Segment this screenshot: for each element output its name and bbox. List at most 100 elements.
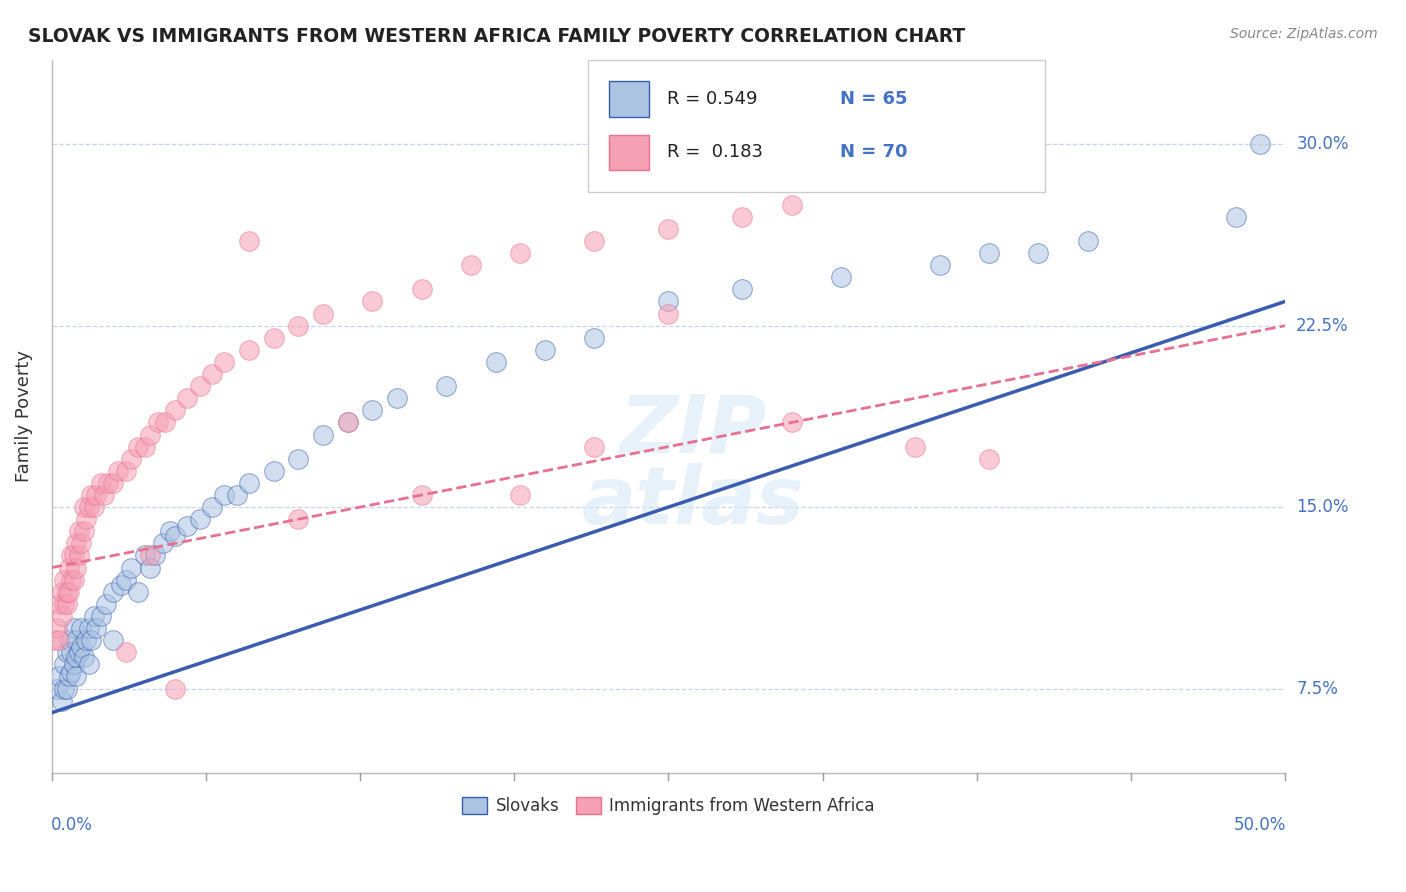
- Point: [48, 597, 70, 611]
- Point: [928, 258, 950, 272]
- FancyBboxPatch shape: [609, 135, 648, 170]
- Text: SLOVAK VS IMMIGRANTS FROM WESTERN AFRICA FAMILY POVERTY CORRELATION CHART: SLOVAK VS IMMIGRANTS FROM WESTERN AFRICA…: [28, 27, 966, 45]
- Point: [134, 549, 156, 563]
- Point: [63, 549, 86, 563]
- Point: [58, 633, 80, 648]
- Point: [830, 270, 852, 285]
- Point: [146, 416, 169, 430]
- Point: [63, 573, 86, 587]
- Point: [97, 475, 120, 490]
- Point: [70, 640, 93, 655]
- Point: [165, 529, 187, 543]
- Point: [80, 633, 103, 648]
- Point: [225, 488, 247, 502]
- Point: [139, 560, 162, 574]
- Point: [94, 597, 117, 611]
- Point: [77, 621, 100, 635]
- Text: 7.5%: 7.5%: [1296, 680, 1339, 698]
- Point: [75, 512, 97, 526]
- Text: R =  0.183: R = 0.183: [668, 144, 763, 161]
- Point: [460, 258, 482, 272]
- Point: [51, 584, 73, 599]
- Text: N = 65: N = 65: [839, 90, 907, 108]
- Point: [114, 573, 136, 587]
- Point: [120, 560, 142, 574]
- FancyBboxPatch shape: [609, 81, 648, 117]
- Point: [55, 597, 77, 611]
- Point: [60, 573, 83, 587]
- Point: [67, 645, 90, 659]
- Point: [436, 379, 458, 393]
- Point: [67, 524, 90, 539]
- Point: [53, 573, 76, 587]
- Point: [77, 657, 100, 672]
- Legend: Slovaks, Immigrants from Western Africa: Slovaks, Immigrants from Western Africa: [456, 790, 882, 822]
- Point: [75, 633, 97, 648]
- Point: [60, 665, 83, 679]
- Point: [65, 650, 87, 665]
- Point: [58, 669, 80, 683]
- Point: [45, 621, 67, 635]
- FancyBboxPatch shape: [588, 60, 1045, 192]
- Point: [44, 633, 66, 648]
- Point: [63, 657, 86, 672]
- Point: [107, 464, 129, 478]
- Point: [188, 379, 211, 393]
- Point: [583, 440, 606, 454]
- Point: [53, 681, 76, 696]
- Point: [201, 367, 224, 381]
- Text: 22.5%: 22.5%: [1296, 317, 1348, 334]
- Point: [143, 549, 166, 563]
- Text: atlas: atlas: [582, 463, 804, 541]
- Point: [67, 549, 90, 563]
- Point: [65, 669, 87, 683]
- Point: [55, 584, 77, 599]
- Text: 0.0%: 0.0%: [51, 816, 93, 834]
- Point: [1077, 234, 1099, 248]
- Point: [214, 355, 236, 369]
- Point: [73, 500, 96, 515]
- Point: [70, 621, 93, 635]
- Point: [139, 549, 162, 563]
- Point: [361, 294, 384, 309]
- Point: [1249, 137, 1271, 152]
- Point: [165, 681, 187, 696]
- Point: [411, 282, 433, 296]
- Point: [114, 464, 136, 478]
- Point: [165, 403, 187, 417]
- Point: [287, 512, 309, 526]
- Point: [48, 669, 70, 683]
- Point: [77, 500, 100, 515]
- Point: [312, 427, 335, 442]
- Point: [53, 597, 76, 611]
- Point: [188, 512, 211, 526]
- Point: [731, 210, 754, 224]
- Point: [155, 416, 177, 430]
- Point: [176, 391, 198, 405]
- Point: [780, 198, 803, 212]
- Point: [361, 403, 384, 417]
- Point: [583, 331, 606, 345]
- Point: [312, 307, 335, 321]
- Point: [139, 427, 162, 442]
- Point: [385, 391, 408, 405]
- Point: [411, 488, 433, 502]
- Text: N = 70: N = 70: [839, 144, 907, 161]
- Point: [60, 645, 83, 659]
- Point: [657, 307, 679, 321]
- Point: [657, 294, 679, 309]
- Point: [103, 475, 125, 490]
- Point: [263, 464, 285, 478]
- Point: [55, 645, 77, 659]
- Point: [287, 451, 309, 466]
- Point: [159, 524, 181, 539]
- Point: [238, 475, 260, 490]
- Point: [977, 451, 1000, 466]
- Point: [238, 234, 260, 248]
- Point: [73, 650, 96, 665]
- Point: [263, 331, 285, 345]
- Text: 30.0%: 30.0%: [1296, 136, 1348, 153]
- Point: [55, 681, 77, 696]
- Point: [73, 524, 96, 539]
- Point: [904, 440, 927, 454]
